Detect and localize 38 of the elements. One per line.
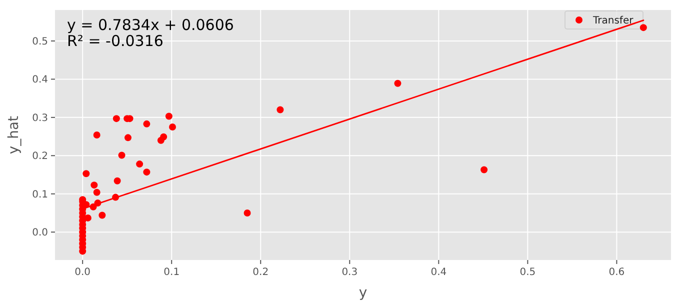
point [118, 152, 126, 159]
y-tick-label: 0.5 [32, 36, 48, 48]
x-tick-label: 0.3 [342, 267, 358, 278]
point [93, 188, 100, 196]
point [394, 80, 402, 87]
point [480, 166, 488, 174]
y-tick-label: 0.0 [32, 228, 48, 239]
point [169, 123, 176, 130]
point [114, 177, 121, 184]
point [124, 134, 132, 142]
point [244, 209, 251, 216]
point [93, 132, 100, 138]
point [82, 170, 90, 178]
y-tick-label: 0.2 [32, 151, 48, 162]
x-tick-label: 0.4 [430, 267, 447, 278]
y-tick-label: 0.4 [32, 74, 48, 86]
x-tick-label: 0.5 [520, 267, 536, 278]
x-tick-label: 0.1 [164, 267, 180, 278]
x-tick-label: 0.6 [608, 267, 625, 278]
y-tick-label: 0.1 [32, 189, 48, 200]
point [90, 182, 98, 189]
point [136, 160, 144, 168]
point [98, 212, 106, 219]
point [143, 168, 150, 176]
y-axis-title: y_hat [6, 115, 22, 154]
legend-label: Transfer [592, 16, 634, 26]
x-axis-title: y [358, 285, 368, 301]
annotation: R² = -0.0316 [67, 32, 164, 50]
point [112, 115, 120, 122]
point [143, 120, 150, 128]
point [640, 24, 647, 32]
y-tick-label: 0.3 [32, 112, 48, 124]
point [276, 106, 284, 114]
point [160, 133, 168, 140]
annotation: y = 0.7834x + 0.0606 [67, 16, 234, 34]
point [165, 112, 172, 120]
x-tick-label: 0.2 [252, 267, 269, 278]
x-tick-label: 0.0 [74, 267, 91, 278]
